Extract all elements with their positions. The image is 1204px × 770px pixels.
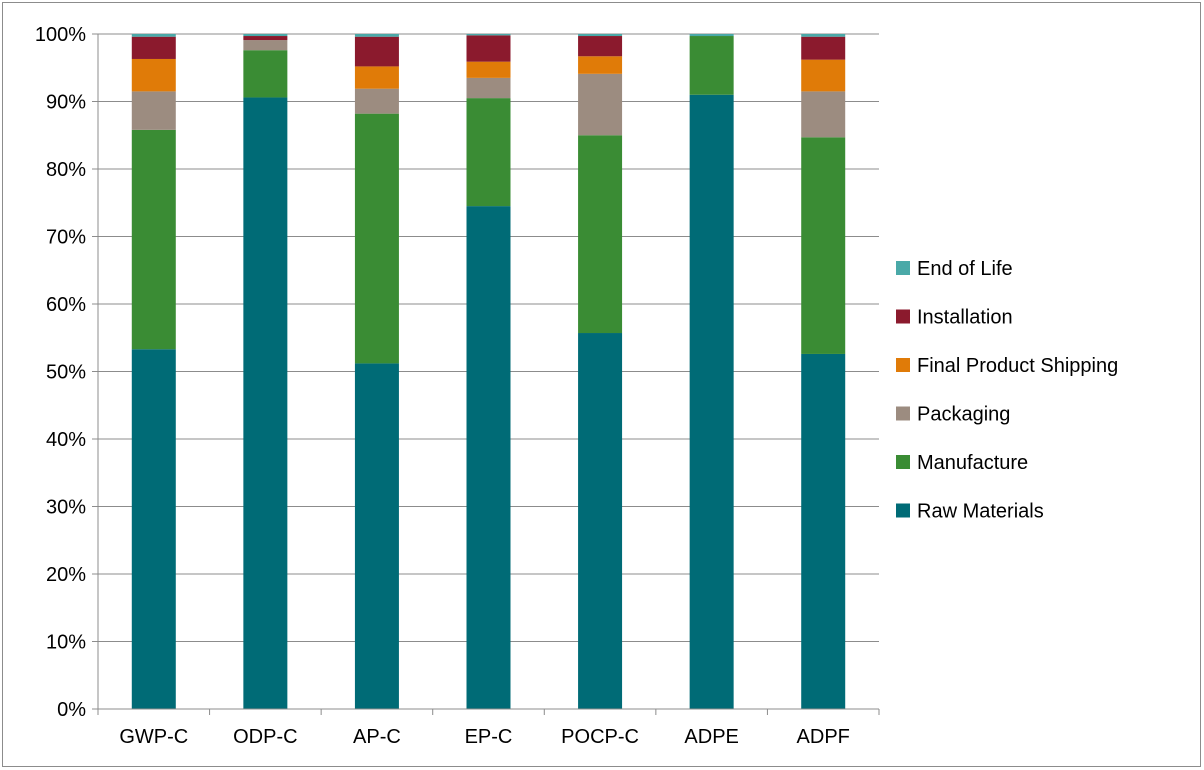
bar-segment [243, 34, 288, 37]
bar-segment [466, 35, 511, 62]
bar-segment [354, 36, 399, 67]
bar-segment [801, 91, 846, 138]
y-tick-label: 10% [46, 632, 86, 654]
bar-segment [801, 353, 846, 709]
bar-segment [801, 59, 846, 92]
legend-label: Packaging [917, 404, 1010, 426]
y-tick-label: 20% [46, 564, 86, 586]
bar-segment [243, 36, 288, 41]
bar-segment [243, 50, 288, 98]
bar-segment [578, 73, 623, 136]
legend: End of Life Installation Final Product Shi… [896, 258, 1118, 523]
bar-segment [689, 36, 734, 95]
bars [131, 34, 846, 709]
y-tick-label: 50% [46, 362, 86, 384]
bar-segment [689, 94, 734, 709]
axes: 0% 10% 20% 30% 40% 50% 60% 70% 80% 90% 100% GWP-C OD… [35, 24, 880, 748]
bar-segment [578, 333, 623, 709]
bar-segment [354, 363, 399, 709]
x-tick-label: GWP-C [119, 726, 188, 748]
bar-segment [131, 349, 176, 709]
x-tick-label: AP-C [353, 726, 401, 748]
bar-segment [131, 129, 176, 350]
bar-segment [354, 66, 399, 89]
y-tick-label: 100% [35, 24, 86, 46]
bar-segment [578, 56, 623, 74]
legend-label: Installation [917, 307, 1013, 329]
legend-label: End of Life [917, 258, 1013, 280]
stacked-bar-chart: 0% 10% 20% 30% 40% 50% 60% 70% 80% 90% 100% GWP-C OD… [35, 24, 1118, 748]
y-tick-label: 90% [46, 92, 86, 114]
bar-segment [466, 77, 511, 99]
bar-segment [243, 40, 288, 51]
bar-segment [801, 34, 846, 37]
bar-segment [689, 34, 734, 37]
bar-segment [466, 98, 511, 207]
legend-label: Raw Materials [917, 501, 1044, 523]
bar-segment [466, 206, 511, 709]
legend-swatch [896, 406, 910, 421]
bar-segment [466, 34, 511, 36]
x-tick-label: ODP-C [233, 726, 297, 748]
x-tick-label: EP-C [465, 726, 513, 748]
x-tick-label: ADPE [684, 726, 738, 748]
y-tick-label: 60% [46, 294, 86, 316]
y-tick-label: 30% [46, 497, 86, 519]
bar-segment [131, 36, 176, 59]
legend-swatch [896, 455, 910, 469]
bar-segment [466, 61, 511, 78]
bar-segment [131, 91, 176, 130]
bar-segment [131, 58, 176, 92]
bar-segment [243, 97, 288, 709]
bar-segment [354, 88, 399, 114]
x-tick-label: POCP-C [561, 726, 639, 748]
legend-swatch [896, 358, 910, 372]
y-tick-label: 40% [46, 429, 86, 451]
legend-label: Manufacture [917, 452, 1028, 474]
legend-swatch [896, 503, 910, 518]
bar-segment [578, 34, 623, 37]
x-tick-label: ADPF [797, 726, 850, 748]
bar-segment [354, 113, 399, 364]
bar-segment [578, 135, 623, 334]
legend-label: Final Product Shipping [917, 355, 1118, 377]
legend-swatch [896, 309, 910, 324]
y-tick-label: 80% [46, 159, 86, 181]
bar-segment [354, 34, 399, 37]
bar-segment [578, 36, 623, 57]
legend-swatch [896, 261, 910, 275]
y-tick-label: 70% [46, 227, 86, 249]
bar-segment [131, 34, 176, 37]
bar-segment [801, 36, 846, 60]
bar-segment [801, 137, 846, 354]
y-tick-label: 0% [57, 699, 86, 721]
